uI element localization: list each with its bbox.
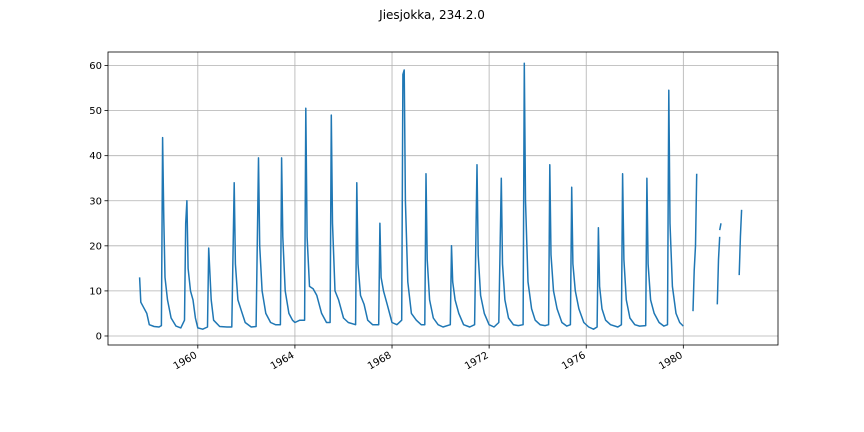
data-lines	[138, 62, 743, 330]
x-tick-label: 1972	[463, 350, 491, 372]
x-tick-label: 1980	[657, 350, 685, 372]
y-tick-label: 60	[89, 61, 102, 72]
series-line	[738, 209, 743, 276]
y-tick-label: 50	[89, 106, 102, 117]
series-line	[692, 173, 698, 312]
series-line	[138, 62, 684, 330]
grid	[108, 52, 778, 345]
y-tick-label: 40	[89, 151, 102, 162]
y-tick-label: 10	[89, 286, 102, 297]
y-tick-label: 0	[96, 331, 102, 342]
x-tick-label: 1960	[172, 350, 200, 372]
y-axis: 0 10 20 30 40 50 60	[89, 61, 108, 342]
chart-title: Jiesjokka, 234.2.0	[378, 8, 485, 22]
x-tick-label: 1968	[366, 350, 394, 372]
series-line	[718, 223, 722, 231]
y-tick-label: 20	[89, 241, 102, 252]
y-tick-label: 30	[89, 196, 102, 207]
x-tick-label: 1976	[560, 350, 588, 372]
x-tick-label: 1964	[269, 350, 297, 372]
plot-frame	[107, 51, 779, 346]
x-axis: 1960 1964 1968 1972 1976 1980	[172, 345, 685, 372]
series-line	[716, 236, 721, 305]
